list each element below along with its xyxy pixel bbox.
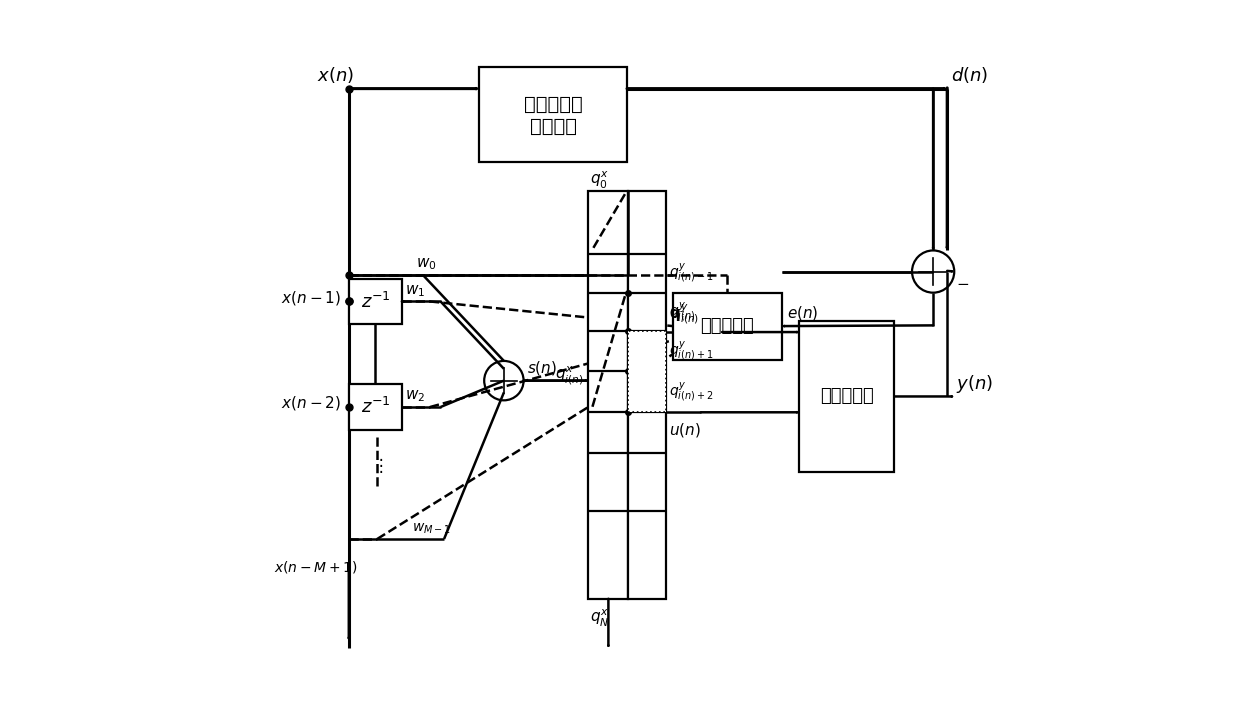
Text: $\vdots$: $\vdots$ — [372, 456, 383, 475]
Text: $w_2$: $w_2$ — [405, 389, 425, 404]
Text: $z^{-1}$: $z^{-1}$ — [361, 291, 391, 312]
FancyBboxPatch shape — [800, 321, 894, 472]
Text: $q_N^x$: $q_N^x$ — [590, 608, 609, 629]
Text: 样条插值器: 样条插值器 — [820, 387, 874, 405]
Text: 自适应算法: 自适应算法 — [701, 317, 754, 335]
Text: $w_0$: $w_0$ — [415, 256, 436, 273]
FancyBboxPatch shape — [350, 278, 402, 325]
Text: $s(n)$: $s(n)$ — [527, 359, 557, 377]
Text: $e(n)$: $e(n)$ — [787, 305, 820, 323]
FancyBboxPatch shape — [673, 293, 782, 360]
Text: $w_{M-1}$: $w_{M-1}$ — [413, 521, 451, 535]
FancyBboxPatch shape — [588, 191, 629, 599]
Text: 航空发动机
控制系统: 航空发动机 控制系统 — [523, 95, 583, 135]
Text: $y(n)$: $y(n)$ — [956, 373, 993, 394]
Text: $x(n-M+1)$: $x(n-M+1)$ — [274, 559, 357, 575]
Text: $q_{i(n)+2}^y$: $q_{i(n)+2}^y$ — [670, 380, 714, 404]
Text: $d(n)$: $d(n)$ — [951, 65, 988, 85]
Text: $x(n-2)$: $x(n-2)$ — [280, 394, 341, 412]
Text: $q_0^x$: $q_0^x$ — [590, 169, 609, 191]
Text: $q_{i(n)-1}^y$: $q_{i(n)-1}^y$ — [670, 261, 714, 285]
Text: $-$: $-$ — [956, 275, 970, 290]
FancyBboxPatch shape — [629, 331, 666, 412]
FancyBboxPatch shape — [350, 384, 402, 430]
FancyBboxPatch shape — [629, 191, 666, 599]
Text: $q_{i(n)}^y$: $q_{i(n)}^y$ — [670, 300, 696, 324]
Text: $w_1$: $w_1$ — [405, 283, 425, 299]
Text: $u(n)$: $u(n)$ — [670, 421, 701, 439]
Text: $x(n)$: $x(n)$ — [317, 65, 355, 85]
Text: $q_{i(n)+1}^y$: $q_{i(n)+1}^y$ — [670, 340, 714, 363]
FancyBboxPatch shape — [480, 68, 627, 162]
Text: $x(n-1)$: $x(n-1)$ — [280, 289, 341, 307]
Text: $z^{-1}$: $z^{-1}$ — [361, 397, 391, 417]
Text: $q_{i(n)}^x$: $q_{i(n)}^x$ — [554, 364, 583, 386]
Text: $\mathbf{q}_{i(n)}^y$: $\mathbf{q}_{i(n)}^y$ — [670, 303, 699, 326]
